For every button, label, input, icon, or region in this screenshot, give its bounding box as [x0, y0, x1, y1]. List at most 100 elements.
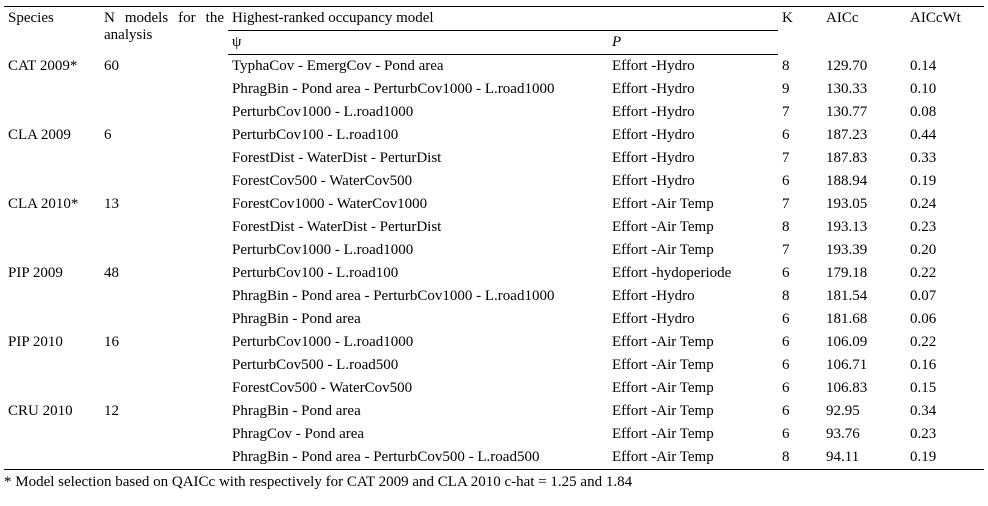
cell-k: 6 — [778, 170, 822, 193]
table-row: PhragBin - Pond areaEffort -Hydro6181.68… — [4, 308, 984, 331]
cell-psi: PhragBin - Pond area - PerturbCov1000 - … — [228, 78, 608, 101]
cell-p: Effort -Hydro — [608, 78, 778, 101]
table-row: ForestDist - WaterDist - PerturDistEffor… — [4, 147, 984, 170]
cell-k: 7 — [778, 193, 822, 216]
cell-species — [4, 354, 100, 377]
cell-p: Effort -Air Temp — [608, 423, 778, 446]
cell-species — [4, 423, 100, 446]
cell-species — [4, 377, 100, 400]
cell-aicc: 106.71 — [822, 354, 906, 377]
col-species-header: Species — [4, 7, 100, 55]
cell-nmodels — [100, 308, 228, 331]
cell-psi: PhragBin - Pond area — [228, 400, 608, 423]
cell-species — [4, 239, 100, 262]
cell-nmodels — [100, 216, 228, 239]
cell-aicc: 94.11 — [822, 446, 906, 470]
table-row: CRU 201012PhragBin - Pond areaEffort -Ai… — [4, 400, 984, 423]
cell-k: 7 — [778, 147, 822, 170]
table-row: ForestCov500 - WaterCov500Effort -Hydro6… — [4, 170, 984, 193]
cell-k: 8 — [778, 446, 822, 470]
col-aicc-header: AICc — [822, 7, 906, 55]
cell-aiccwt: 0.22 — [906, 331, 984, 354]
cell-psi: PerturbCov1000 - L.road1000 — [228, 101, 608, 124]
cell-species: CRU 2010 — [4, 400, 100, 423]
table-row: CLA 2010*13ForestCov1000 - WaterCov1000E… — [4, 193, 984, 216]
table-row: PhragBin - Pond area - PerturbCov1000 - … — [4, 78, 984, 101]
cell-k: 8 — [778, 55, 822, 79]
table-row: CLA 20096PerturbCov100 - L.road100Effort… — [4, 124, 984, 147]
cell-p: Effort -Hydro — [608, 147, 778, 170]
cell-species — [4, 78, 100, 101]
cell-aicc: 181.54 — [822, 285, 906, 308]
cell-aicc: 193.13 — [822, 216, 906, 239]
cell-aicc: 179.18 — [822, 262, 906, 285]
cell-psi: ForestCov1000 - WaterCov1000 — [228, 193, 608, 216]
table-row: CAT 2009*60TyphaCov - EmergCov - Pond ar… — [4, 55, 984, 79]
cell-p: Effort -Air Temp — [608, 377, 778, 400]
cell-p: Effort -Air Temp — [608, 400, 778, 423]
cell-k: 6 — [778, 400, 822, 423]
cell-aicc: 130.77 — [822, 101, 906, 124]
cell-k: 6 — [778, 354, 822, 377]
table-container: Species N models for the analysis Highes… — [0, 0, 988, 495]
cell-k: 6 — [778, 423, 822, 446]
cell-aiccwt: 0.16 — [906, 354, 984, 377]
cell-p: Effort -Hydro — [608, 308, 778, 331]
cell-p: Effort -Hydro — [608, 55, 778, 79]
cell-species: CAT 2009* — [4, 55, 100, 79]
cell-aicc: 188.94 — [822, 170, 906, 193]
cell-nmodels: 12 — [100, 400, 228, 423]
cell-k: 6 — [778, 124, 822, 147]
cell-p: Effort -Air Temp — [608, 239, 778, 262]
cell-aiccwt: 0.19 — [906, 446, 984, 470]
cell-psi: PhragBin - Pond area - PerturbCov1000 - … — [228, 285, 608, 308]
cell-k: 6 — [778, 377, 822, 400]
cell-species — [4, 285, 100, 308]
cell-species — [4, 446, 100, 470]
cell-species: PIP 2009 — [4, 262, 100, 285]
table-row: PhragCov - Pond areaEffort -Air Temp693.… — [4, 423, 984, 446]
cell-p: Effort -hydoperiode — [608, 262, 778, 285]
cell-aiccwt: 0.07 — [906, 285, 984, 308]
cell-aicc: 187.83 — [822, 147, 906, 170]
cell-aicc: 193.05 — [822, 193, 906, 216]
p-italic: P — [612, 34, 621, 50]
cell-aicc: 106.09 — [822, 331, 906, 354]
cell-p: Effort -Air Temp — [608, 216, 778, 239]
cell-p: Effort -Air Temp — [608, 354, 778, 377]
table-row: PIP 200948PerturbCov100 - L.road100Effor… — [4, 262, 984, 285]
cell-aiccwt: 0.06 — [906, 308, 984, 331]
cell-aiccwt: 0.14 — [906, 55, 984, 79]
table-row: ForestCov500 - WaterCov500Effort -Air Te… — [4, 377, 984, 400]
cell-aiccwt: 0.08 — [906, 101, 984, 124]
footnote: * Model selection based on QAICc with re… — [4, 470, 984, 491]
cell-nmodels — [100, 446, 228, 470]
cell-species: PIP 2010 — [4, 331, 100, 354]
cell-p: Effort -Air Temp — [608, 446, 778, 470]
cell-psi: PerturbCov500 - L.road500 — [228, 354, 608, 377]
cell-aiccwt: 0.10 — [906, 78, 984, 101]
col-p-header: P — [608, 31, 778, 55]
cell-species: CLA 2010* — [4, 193, 100, 216]
cell-p: Effort -Hydro — [608, 124, 778, 147]
cell-aicc: 106.83 — [822, 377, 906, 400]
table-row: PerturbCov1000 - L.road1000Effort -Air T… — [4, 239, 984, 262]
cell-nmodels: 13 — [100, 193, 228, 216]
cell-nmodels — [100, 423, 228, 446]
cell-psi: PerturbCov1000 - L.road1000 — [228, 331, 608, 354]
cell-k: 7 — [778, 239, 822, 262]
cell-k: 8 — [778, 216, 822, 239]
cell-aicc: 181.68 — [822, 308, 906, 331]
cell-aicc: 92.95 — [822, 400, 906, 423]
cell-nmodels — [100, 101, 228, 124]
cell-p: Effort -Hydro — [608, 170, 778, 193]
cell-nmodels — [100, 285, 228, 308]
table-row: PerturbCov500 - L.road500Effort -Air Tem… — [4, 354, 984, 377]
cell-aiccwt: 0.34 — [906, 400, 984, 423]
table-row: ForestDist - WaterDist - PerturDistEffor… — [4, 216, 984, 239]
cell-species — [4, 147, 100, 170]
cell-aiccwt: 0.22 — [906, 262, 984, 285]
cell-species — [4, 308, 100, 331]
cell-nmodels — [100, 170, 228, 193]
cell-k: 9 — [778, 78, 822, 101]
